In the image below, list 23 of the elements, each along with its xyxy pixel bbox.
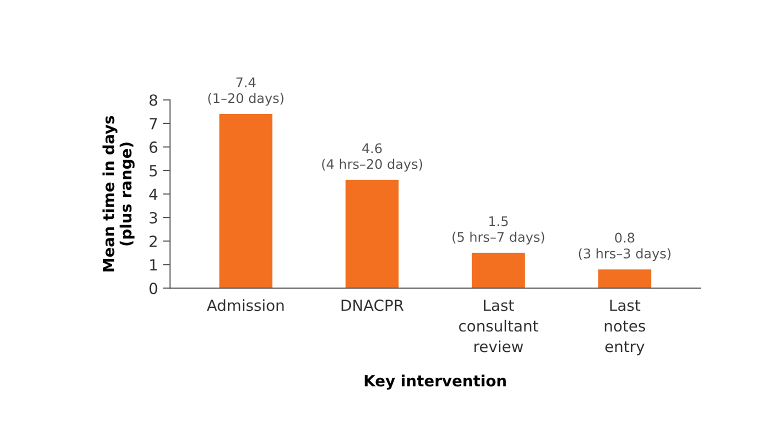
x-tick-label: Last consultant review xyxy=(459,300,538,352)
y-tick-label: 8 xyxy=(150,94,158,106)
data-label: 0.8 (3 hrs–3 days) xyxy=(578,232,670,261)
bar xyxy=(346,180,399,288)
y-axis-title: Mean time in days (plus range) xyxy=(102,116,135,272)
data-label: 4.6 (4 hrs–20 days) xyxy=(322,143,422,172)
bar xyxy=(598,269,652,288)
x-axis-title: Key intervention xyxy=(364,374,506,390)
bar xyxy=(219,114,272,288)
y-tick-label: 5 xyxy=(150,165,157,177)
data-label: 7.4 (1–20 days) xyxy=(208,78,284,106)
y-tick-label: 1 xyxy=(150,259,157,270)
y-tick-label: 3 xyxy=(150,212,158,224)
y-tick-label: 4 xyxy=(149,188,158,200)
y-tick-label: 0 xyxy=(150,282,158,294)
y-tick-label: 2 xyxy=(150,236,157,247)
y-tick-label: 6 xyxy=(150,141,158,153)
y-tick-label: 7 xyxy=(150,118,157,130)
x-tick-label: Last notes entry xyxy=(604,300,646,356)
x-tick-label: DNACPR xyxy=(342,300,404,312)
bar xyxy=(472,252,525,288)
x-tick-label: Admission xyxy=(206,299,284,312)
data-label: 1.5 (5 hrs–7 days) xyxy=(452,216,544,245)
